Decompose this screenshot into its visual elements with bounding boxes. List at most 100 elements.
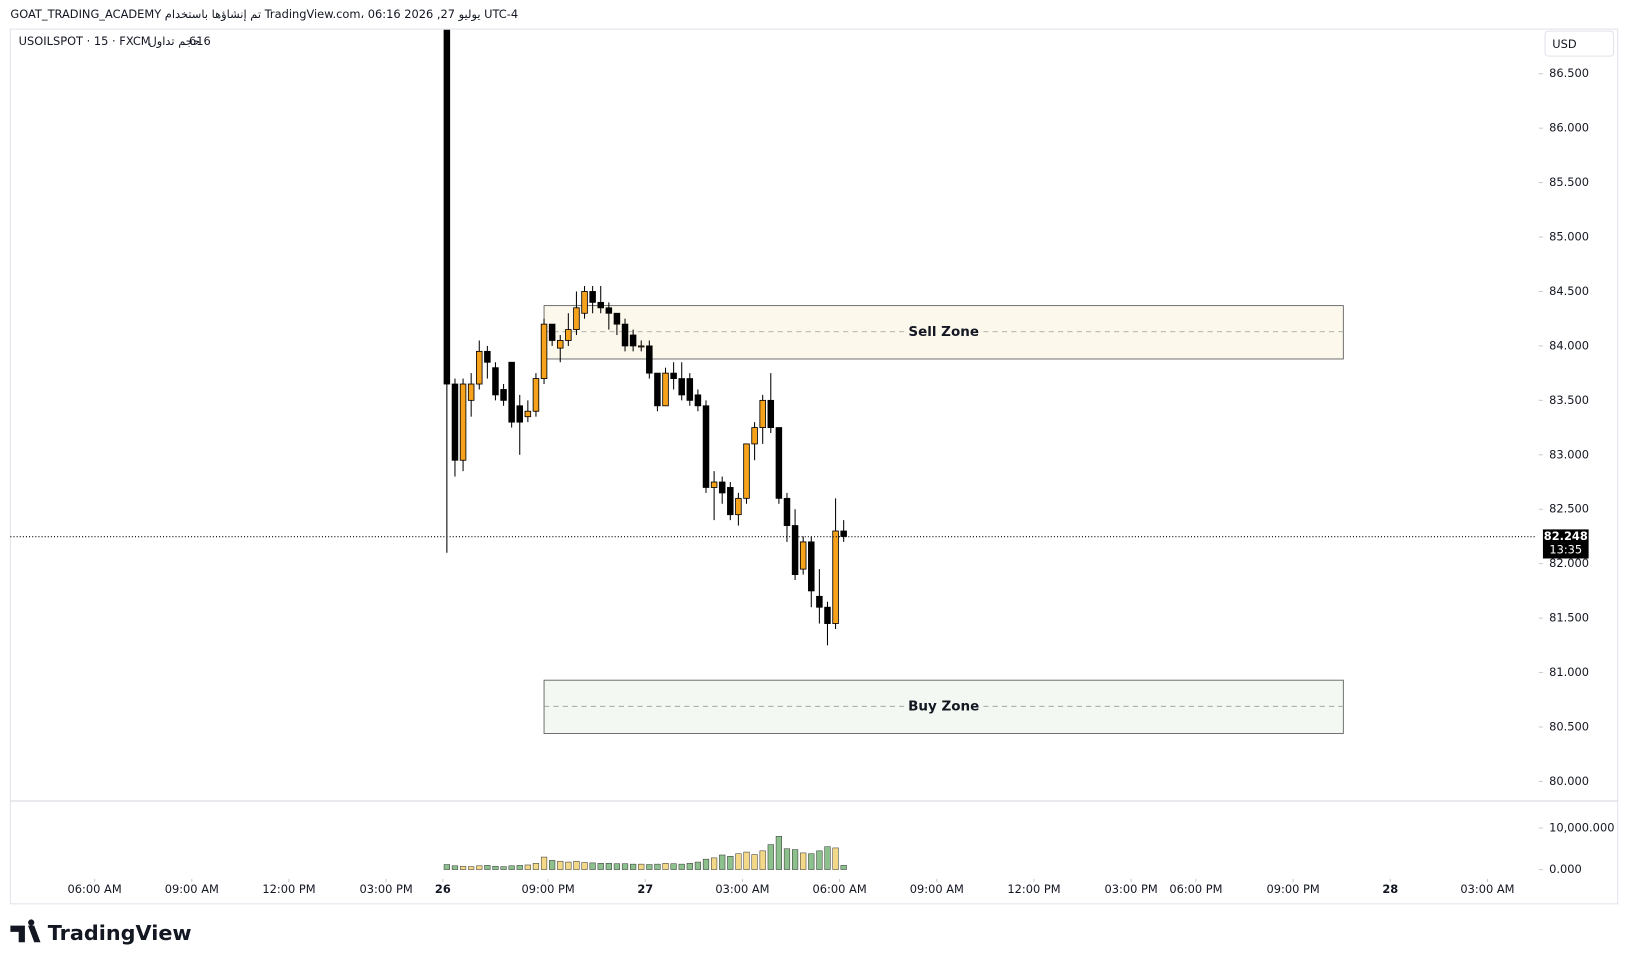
volume-bar xyxy=(751,854,758,870)
x-tick-label: 09:00 PM xyxy=(1267,882,1320,896)
volume-bar xyxy=(589,862,596,870)
volume-bar xyxy=(573,860,580,870)
candle-body xyxy=(767,399,775,428)
candle-body xyxy=(654,372,661,407)
volume-bar xyxy=(540,856,548,870)
volume-bar xyxy=(605,863,612,870)
candle-body xyxy=(629,334,637,347)
volume-bar xyxy=(654,863,661,870)
x-tick-label: 03:00 AM xyxy=(1460,882,1514,896)
volume-bar xyxy=(451,865,459,870)
volume-bar xyxy=(783,848,791,870)
candle-body xyxy=(783,497,791,526)
candle-body xyxy=(589,291,596,303)
volume-bar xyxy=(694,861,702,870)
volume-bar xyxy=(800,852,807,870)
volume-bar xyxy=(816,850,823,870)
candle-body xyxy=(637,345,645,348)
x-tick-label: 03:00 PM xyxy=(1105,882,1158,896)
y-tick-label: 85.000 xyxy=(1549,230,1589,244)
volume-bar xyxy=(524,864,531,870)
logo xyxy=(10,919,41,943)
candle-body xyxy=(824,606,831,624)
volume-bar xyxy=(443,864,450,870)
volume-bar xyxy=(646,864,653,870)
candle-body xyxy=(451,383,459,461)
frame xyxy=(9,28,1619,905)
x-tick-label: 26 xyxy=(435,882,451,896)
volume-bar xyxy=(613,863,621,870)
x-tick-label: 09:00 PM xyxy=(521,882,574,896)
x-tick-label: 09:00 AM xyxy=(910,882,964,896)
volume-bar xyxy=(581,862,588,870)
y-tick-label: 86.500 xyxy=(1549,66,1589,80)
last-price-label: 82.248 xyxy=(1544,529,1588,543)
candle-body xyxy=(808,541,815,592)
candle-body xyxy=(694,394,702,407)
candle-body xyxy=(532,378,540,412)
candle-body xyxy=(710,481,718,488)
y-tick-label: 82.000 xyxy=(1549,556,1589,570)
x-tick-label: 12:00 PM xyxy=(1007,882,1060,896)
x-tick-label: 06:00 PM xyxy=(1169,882,1222,896)
volume-bar xyxy=(743,851,750,870)
volume-bar xyxy=(727,855,734,870)
candle-body xyxy=(597,301,604,309)
x-tick-label: 09:00 AM xyxy=(165,882,219,896)
candle-body xyxy=(775,427,783,499)
volume-bar xyxy=(824,846,831,870)
candle-body xyxy=(751,427,758,445)
y-tick-label: 82.500 xyxy=(1549,502,1589,516)
candle-body xyxy=(743,443,750,499)
volume-bar xyxy=(840,865,847,870)
volume-bar xyxy=(508,865,515,870)
last-price-box xyxy=(1542,529,1589,559)
zone-label-bg xyxy=(904,696,984,716)
candle-body xyxy=(686,378,694,401)
candle-body xyxy=(484,350,491,363)
volume-bar xyxy=(459,865,467,870)
volume-bar xyxy=(557,860,564,870)
volume-bar xyxy=(630,863,637,870)
candle-body xyxy=(702,405,710,488)
volume-bar xyxy=(791,849,799,870)
currency-box[interactable] xyxy=(1544,30,1615,57)
volume-bar xyxy=(597,863,604,870)
volume-bar xyxy=(719,854,726,870)
volume-bar xyxy=(638,863,645,870)
candle-body xyxy=(573,307,580,331)
candle-body xyxy=(581,291,588,314)
volume-bar xyxy=(678,863,685,870)
volume-bar xyxy=(500,866,507,870)
candle-body xyxy=(565,329,572,341)
candle-body xyxy=(556,340,564,349)
volume-bar xyxy=(516,865,523,870)
volume-bar xyxy=(686,863,693,870)
candle-body xyxy=(605,307,613,314)
y-tick-label: 81.000 xyxy=(1549,665,1589,679)
x-tick-label: 06:00 AM xyxy=(813,882,867,896)
volume-bar xyxy=(735,853,742,870)
x-tick-label: 06:00 AM xyxy=(68,882,122,896)
volume-bar xyxy=(767,844,774,870)
volume-bar xyxy=(662,863,669,870)
volume-value: 616 xyxy=(189,34,211,48)
candle-body xyxy=(613,312,621,325)
header: GOAT_TRADING_ACADEMY تم إنشاؤها باستخدام… xyxy=(10,7,518,22)
volume-bar xyxy=(492,865,499,870)
v-tick-label: 0.000 xyxy=(1549,862,1582,876)
y-tick-label: 85.500 xyxy=(1549,175,1589,189)
candle-body xyxy=(524,410,532,418)
volume-bar xyxy=(670,863,677,870)
candle-body xyxy=(718,481,726,494)
zone-label-bg xyxy=(904,322,984,342)
candle-body xyxy=(516,405,524,423)
candle-body xyxy=(548,323,556,341)
volume-label: حجم تداول xyxy=(148,34,200,49)
candle-body xyxy=(662,372,669,407)
x-tick-label: 03:00 PM xyxy=(360,882,413,896)
candle-body xyxy=(816,595,823,608)
zone-label: Sell Zone xyxy=(908,324,979,340)
countdown: 13:35 xyxy=(1549,543,1582,557)
